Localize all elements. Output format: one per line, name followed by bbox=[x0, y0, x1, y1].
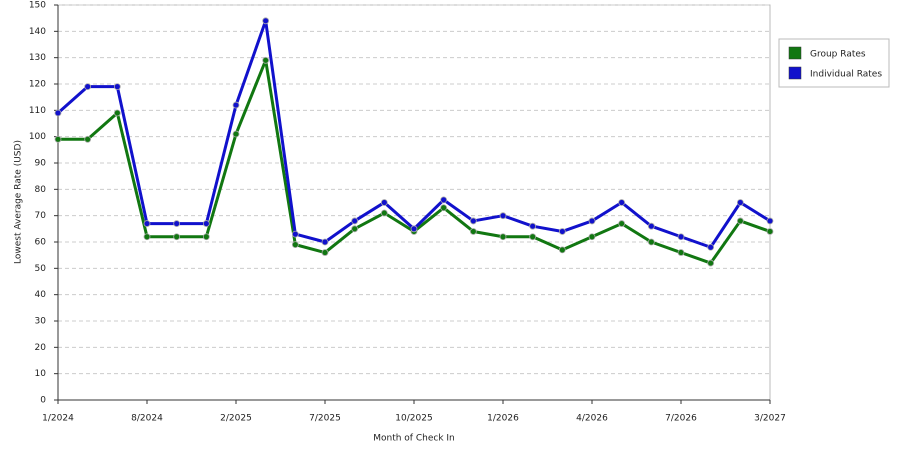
y-tick-label: 30 bbox=[35, 317, 47, 327]
data-point bbox=[440, 196, 448, 204]
data-point bbox=[54, 135, 62, 143]
legend-swatch bbox=[788, 66, 802, 80]
data-point bbox=[351, 217, 359, 225]
y-axis-label: Lowest Average Rate (USD) bbox=[14, 140, 24, 264]
y-tick-label: 40 bbox=[35, 290, 47, 300]
data-point bbox=[736, 199, 744, 206]
y-tick-label: 70 bbox=[35, 211, 47, 221]
y-tick-label: 80 bbox=[35, 185, 47, 195]
data-point bbox=[321, 238, 329, 246]
x-tick-label: 7/2026 bbox=[665, 414, 697, 424]
y-tick-label: 20 bbox=[35, 343, 47, 353]
x-tick-label: 1/2026 bbox=[487, 414, 519, 424]
data-point bbox=[202, 233, 210, 241]
y-tick-label: 140 bbox=[29, 27, 46, 37]
legend-label: Group Rates bbox=[810, 50, 866, 60]
legend-swatch bbox=[788, 46, 802, 60]
data-point bbox=[647, 238, 655, 246]
data-point bbox=[618, 220, 626, 227]
data-point bbox=[558, 246, 566, 254]
x-tick-label: 2/2025 bbox=[220, 414, 252, 424]
data-point bbox=[143, 233, 151, 241]
x-tick-label: 8/2024 bbox=[131, 414, 163, 424]
x-tick-label: 10/2025 bbox=[395, 414, 432, 424]
x-axis-label: Month of Check In bbox=[373, 434, 455, 444]
data-point bbox=[588, 233, 596, 241]
data-point bbox=[736, 217, 744, 225]
data-point bbox=[202, 220, 210, 227]
y-tick-label: 90 bbox=[35, 159, 47, 169]
data-point bbox=[529, 233, 537, 241]
data-point bbox=[351, 225, 359, 233]
data-point bbox=[291, 230, 299, 238]
series-line bbox=[57, 19, 771, 249]
x-tick-label: 3/2027 bbox=[754, 414, 786, 424]
data-point bbox=[143, 220, 151, 227]
y-tick-label: 50 bbox=[35, 264, 47, 274]
data-point bbox=[469, 228, 477, 235]
data-point bbox=[380, 209, 388, 217]
y-tick-label: 10 bbox=[35, 369, 47, 379]
data-point bbox=[84, 83, 92, 91]
data-point bbox=[707, 259, 715, 267]
data-point bbox=[677, 249, 685, 256]
y-tick-label: 120 bbox=[29, 80, 46, 90]
y-tick-label: 130 bbox=[29, 53, 46, 63]
data-point bbox=[173, 220, 181, 227]
data-point bbox=[558, 228, 566, 235]
x-tick-label: 7/2025 bbox=[309, 414, 341, 424]
data-point bbox=[499, 212, 507, 220]
data-point bbox=[677, 233, 685, 241]
data-point bbox=[113, 109, 121, 117]
data-point bbox=[410, 225, 418, 233]
data-point bbox=[232, 130, 240, 138]
data-point bbox=[618, 199, 626, 206]
y-tick-label: 60 bbox=[35, 238, 47, 248]
data-point bbox=[499, 233, 507, 241]
data-point bbox=[469, 217, 477, 225]
data-point bbox=[54, 109, 62, 117]
x-tick-label: 4/2026 bbox=[576, 414, 608, 424]
data-point bbox=[291, 241, 299, 249]
plot-frame bbox=[57, 4, 771, 401]
y-tick-label: 0 bbox=[40, 396, 46, 406]
data-point bbox=[707, 243, 715, 251]
x-tick-label: 1/2024 bbox=[42, 414, 74, 424]
data-point bbox=[321, 249, 329, 256]
data-point bbox=[84, 135, 92, 143]
y-tick-label: 150 bbox=[29, 1, 46, 11]
data-point bbox=[173, 233, 181, 241]
data-point bbox=[113, 83, 121, 91]
data-point bbox=[262, 17, 270, 25]
data-point bbox=[262, 56, 270, 64]
legend-box bbox=[778, 38, 890, 88]
data-point bbox=[647, 222, 655, 230]
data-point bbox=[440, 204, 448, 212]
data-point bbox=[380, 199, 388, 206]
y-tick-label: 110 bbox=[29, 106, 46, 116]
data-point bbox=[766, 217, 774, 225]
data-point bbox=[232, 101, 240, 109]
data-point bbox=[766, 228, 774, 235]
legend-label: Individual Rates bbox=[810, 70, 882, 80]
data-point bbox=[588, 217, 596, 225]
y-tick-label: 100 bbox=[29, 132, 46, 142]
data-point bbox=[529, 222, 537, 230]
